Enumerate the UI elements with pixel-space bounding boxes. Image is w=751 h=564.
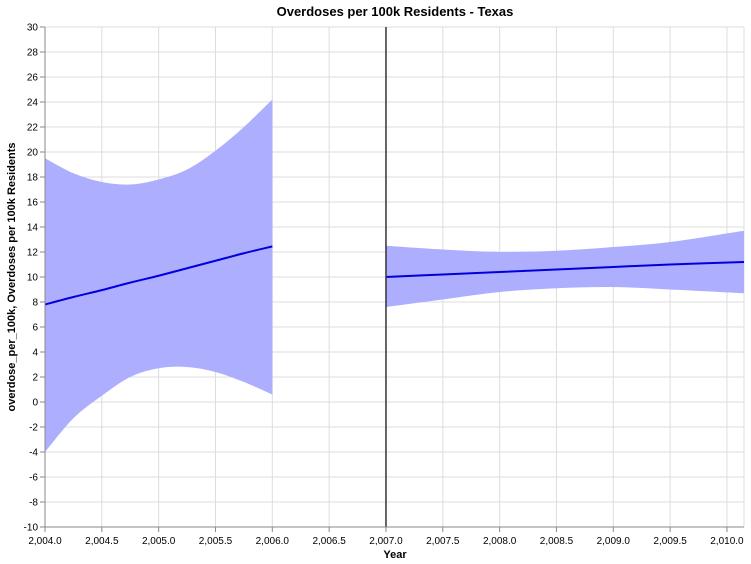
x-tick-label: 2,008.5 bbox=[540, 536, 574, 547]
trend-line-1 bbox=[44, 245, 273, 306]
y-tick-label: 14 bbox=[27, 223, 39, 234]
trend-lines bbox=[44, 245, 745, 306]
x-tick-label: 2,006.5 bbox=[312, 536, 346, 547]
y-tick-label: 18 bbox=[27, 173, 39, 184]
y-tick-label: -4 bbox=[29, 448, 38, 459]
x-tick-label: 2,004.5 bbox=[85, 536, 119, 547]
y-tick-label: 12 bbox=[27, 248, 39, 259]
y-tick-label: 22 bbox=[27, 123, 39, 134]
x-tick-label: 2,007.0 bbox=[369, 536, 403, 547]
y-tick-label: 4 bbox=[32, 348, 38, 359]
y-axis-title: overdose_per_100k, Overdoses per 100k Re… bbox=[6, 142, 18, 411]
y-tick-label: -8 bbox=[29, 498, 38, 509]
y-tick-label: 26 bbox=[27, 73, 39, 84]
x-tick-label: 2,009.5 bbox=[653, 536, 687, 547]
y-tick-label: 28 bbox=[27, 48, 39, 59]
chart-title: Overdoses per 100k Residents - Texas bbox=[277, 4, 514, 19]
y-tick-label: 6 bbox=[32, 323, 38, 334]
y-tick-label: 10 bbox=[27, 273, 39, 284]
x-tick-label: 2,008.0 bbox=[483, 536, 517, 547]
trend-line-2 bbox=[385, 261, 745, 278]
y-tick-label: 2 bbox=[32, 373, 38, 384]
x-tick-label: 2,005.0 bbox=[142, 536, 176, 547]
x-tick-label: 2,009.0 bbox=[597, 536, 631, 547]
y-tick-label: 16 bbox=[27, 198, 39, 209]
y-tick-label: 20 bbox=[27, 148, 39, 159]
y-tick-label: 8 bbox=[32, 298, 38, 309]
x-tick-label: 2,005.5 bbox=[199, 536, 233, 547]
x-tick-label: 2,006.0 bbox=[256, 536, 290, 547]
y-tick-label: 24 bbox=[27, 98, 39, 109]
y-tick-label: -10 bbox=[24, 523, 39, 534]
axes: -10-8-6-4-20246810121416182022242628302,… bbox=[24, 23, 745, 548]
y-tick-label: 0 bbox=[32, 398, 38, 409]
y-tick-label: -2 bbox=[29, 423, 38, 434]
x-tick-label: 2,004.0 bbox=[28, 536, 62, 547]
y-tick-label: 30 bbox=[27, 23, 39, 34]
y-tick-label: -6 bbox=[29, 473, 38, 484]
x-tick-label: 2,007.5 bbox=[426, 536, 460, 547]
x-axis-title: Year bbox=[383, 549, 407, 561]
x-tick-label: 2,010.0 bbox=[710, 536, 744, 547]
